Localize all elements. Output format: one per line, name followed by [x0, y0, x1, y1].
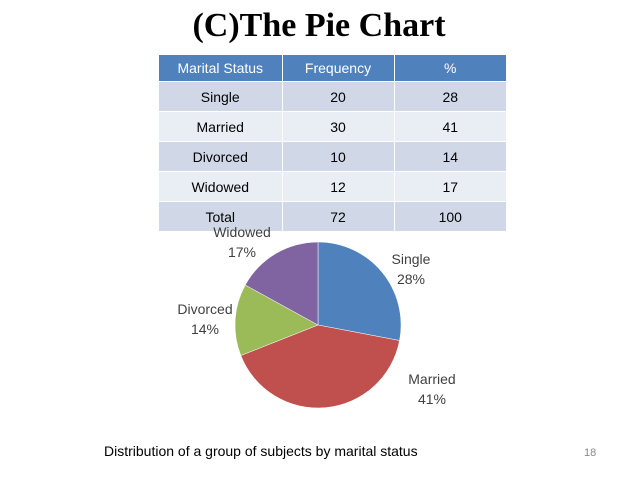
cell-status: Married — [159, 111, 283, 142]
pie-slice-single — [317, 241, 402, 341]
cell-frequency: 20 — [282, 81, 395, 112]
pie-slice-divorced — [234, 284, 319, 356]
cell-percent: 28 — [394, 81, 506, 112]
table-row: Single 20 28 — [159, 81, 506, 112]
cell-frequency: 12 — [282, 171, 395, 202]
cell-frequency: 72 — [282, 201, 395, 231]
slice-label-single: Single — [392, 251, 431, 267]
cell-status: Divorced — [159, 141, 283, 172]
cell-status: Single — [159, 81, 283, 112]
table-row: Divorced 10 14 — [159, 141, 506, 172]
cell-frequency: 10 — [282, 141, 395, 172]
cell-percent: 41 — [394, 111, 506, 142]
table-row: Widowed 12 17 — [159, 171, 506, 202]
header-marital-status: Marital Status — [159, 55, 283, 82]
slice-percent-single: 28% — [397, 271, 425, 287]
slide-title: (C)The Pie Chart — [192, 7, 446, 44]
cell-frequency: 30 — [282, 111, 395, 142]
slice-percent-divorced: 14% — [191, 321, 219, 337]
table-header-row: Marital Status Frequency % — [159, 55, 506, 82]
slice-label-married: Married — [408, 371, 455, 387]
pie-slice-married — [240, 324, 400, 409]
table-row-total: Total 72 100 — [159, 201, 506, 231]
slice-label-widowed: Widowed — [213, 224, 271, 240]
cell-status: Widowed — [159, 171, 283, 202]
table-row: Married 30 41 — [159, 111, 506, 142]
cell-status: Total — [159, 201, 283, 231]
page-number: 18 — [584, 447, 597, 459]
slice-label-divorced: Divorced — [177, 301, 232, 317]
slice-percent-married: 41% — [418, 391, 446, 407]
header-frequency: Frequency — [282, 55, 395, 82]
cell-percent: 17 — [394, 171, 506, 202]
marital-status-table: Marital Status Frequency % Single 20 28 … — [159, 55, 506, 231]
cell-percent: 14 — [394, 141, 506, 172]
header-percent: % — [394, 55, 506, 82]
chart-caption: Distribution of a group of subjects by m… — [104, 443, 418, 459]
slice-percent-widowed: 17% — [228, 244, 256, 260]
cell-percent: 100 — [394, 201, 506, 231]
pie-slice-widowed — [244, 241, 319, 326]
